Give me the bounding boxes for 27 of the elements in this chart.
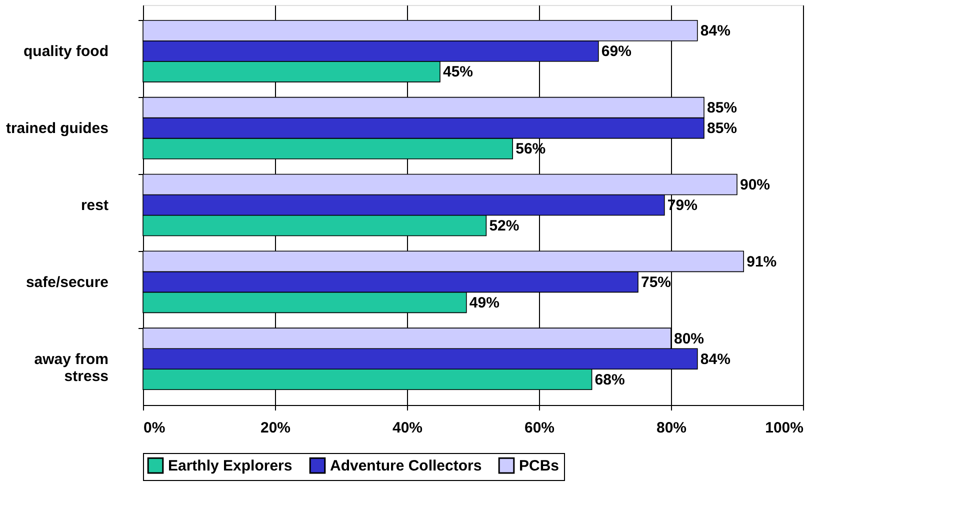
data-label: 85% <box>707 100 738 117</box>
data-label: 49% <box>469 294 500 312</box>
x-tick-label: 20% <box>260 420 291 436</box>
data-label: 85% <box>707 120 738 138</box>
y-tick-label: trained guides <box>6 120 108 138</box>
data-label: 68% <box>594 371 625 388</box>
y-tick-label: away from stress <box>34 350 108 385</box>
y-tick-label: safe/secure <box>26 274 108 291</box>
data-label: 84% <box>700 22 730 40</box>
legend-label: Earthly Explorers <box>168 458 292 475</box>
legend-label: PCBs <box>519 458 560 475</box>
x-tick-label: 60% <box>524 420 555 436</box>
data-label: 80% <box>674 330 704 348</box>
data-label: 69% <box>601 43 632 60</box>
x-tick-label: 100% <box>765 420 804 436</box>
x-tick-label: 80% <box>656 420 687 436</box>
data-label: 75% <box>641 274 672 291</box>
data-label: 84% <box>700 350 730 368</box>
x-tick-label: 0% <box>144 420 166 436</box>
legend-label: Adventure Collectors <box>330 458 482 475</box>
data-label: 90% <box>740 176 770 194</box>
y-tick-label: rest <box>80 197 108 214</box>
x-tick-label: 40% <box>392 420 423 436</box>
data-label: 45% <box>443 64 474 81</box>
data-label: 91% <box>746 253 777 270</box>
y-tick-label: quality food <box>24 43 108 60</box>
data-label: 52% <box>489 218 520 235</box>
